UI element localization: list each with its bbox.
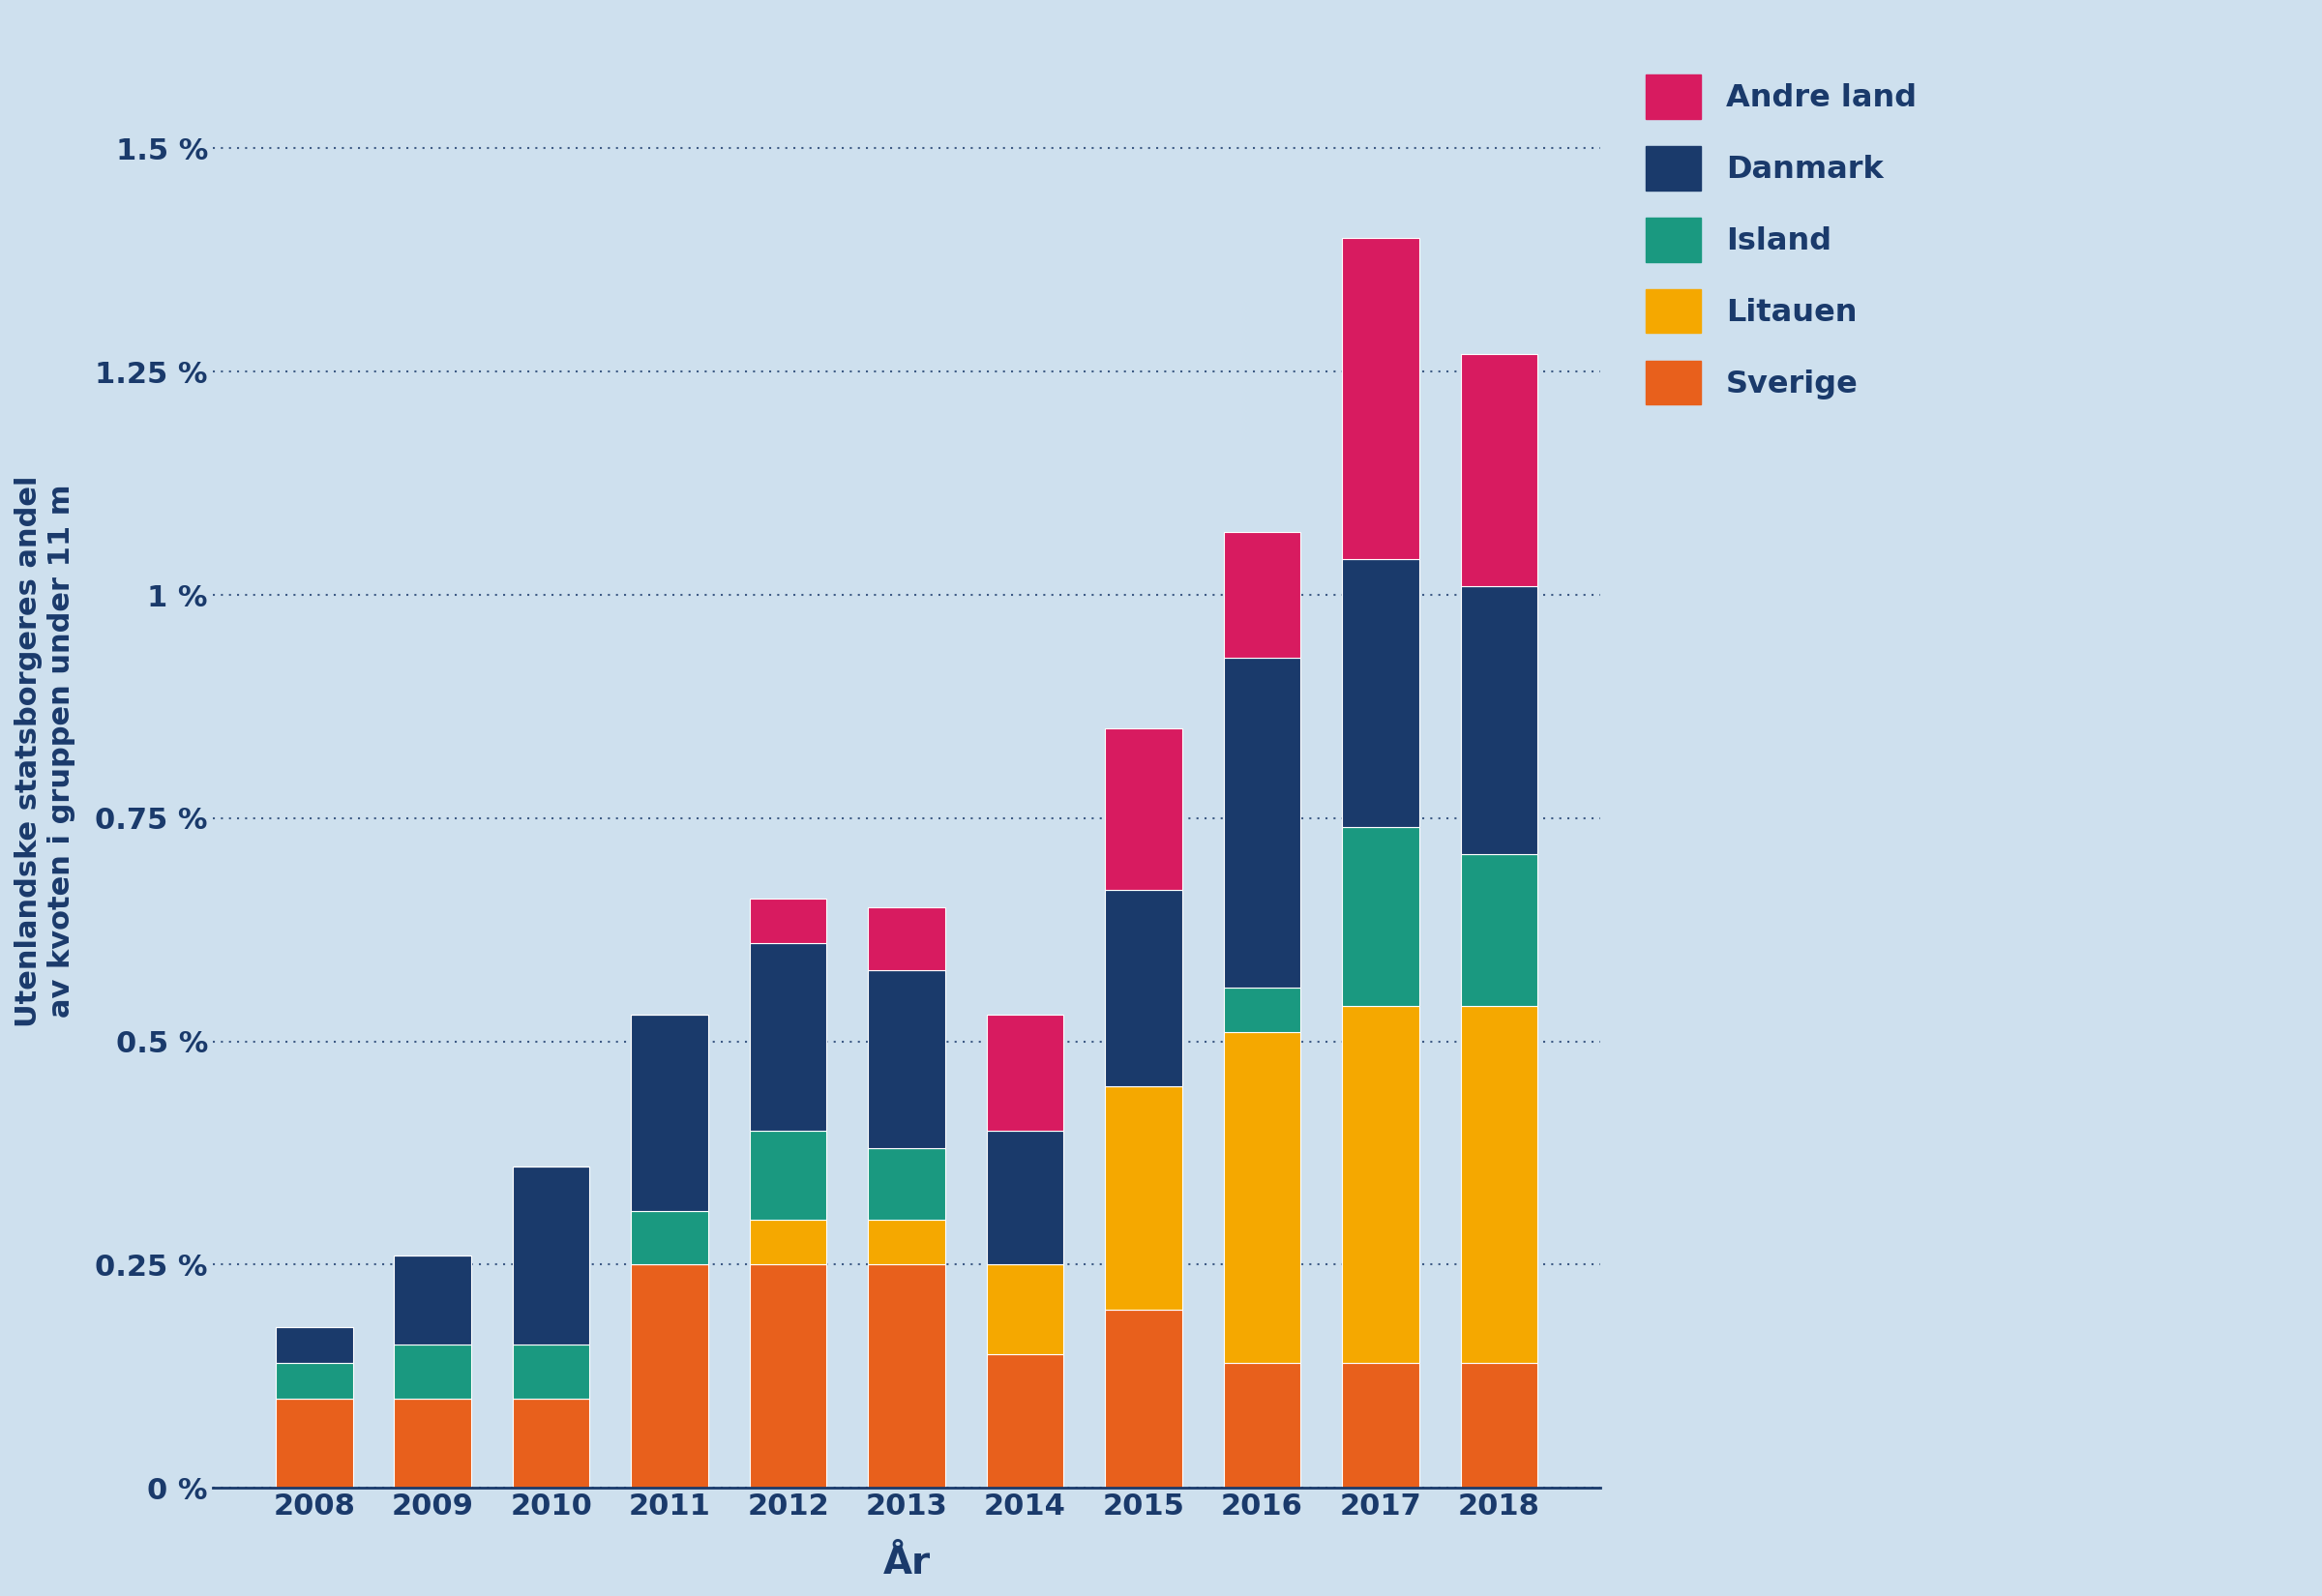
Bar	[987, 1130, 1063, 1264]
Bar	[750, 943, 827, 1130]
Bar	[987, 1264, 1063, 1353]
Y-axis label: Utenlandske statsborgeres andel
av kvoten i gruppen under 11 m: Utenlandske statsborgeres andel av kvote…	[14, 476, 74, 1028]
X-axis label: År: År	[882, 1545, 931, 1582]
Bar	[1105, 1085, 1182, 1309]
Bar	[513, 1167, 590, 1345]
Bar	[987, 1015, 1063, 1130]
Bar	[1105, 889, 1182, 1085]
Bar	[750, 1130, 827, 1219]
Bar	[276, 1398, 353, 1487]
Bar	[276, 1328, 353, 1363]
Bar	[1224, 1363, 1300, 1487]
Bar	[1342, 827, 1419, 1005]
Bar	[868, 1149, 945, 1219]
Bar	[395, 1256, 471, 1345]
Bar	[750, 899, 827, 943]
Bar	[632, 1015, 708, 1211]
Bar	[1224, 1033, 1300, 1363]
Bar	[1105, 1309, 1182, 1487]
Bar	[987, 1353, 1063, 1487]
Bar	[750, 1264, 827, 1487]
Bar	[632, 1211, 708, 1264]
Bar	[1461, 354, 1537, 586]
Bar	[1342, 238, 1419, 559]
Bar	[395, 1345, 471, 1398]
Bar	[750, 1219, 827, 1264]
Bar	[1224, 988, 1300, 1033]
Legend: Andre land, Danmark, Island, Litauen, Sverige: Andre land, Danmark, Island, Litauen, Sv…	[1630, 59, 1932, 420]
Bar	[632, 1264, 708, 1487]
Bar	[1461, 586, 1537, 854]
Bar	[1461, 1363, 1537, 1487]
Bar	[395, 1398, 471, 1487]
Bar	[1105, 729, 1182, 889]
Bar	[1342, 559, 1419, 827]
Bar	[868, 1264, 945, 1487]
Bar	[1461, 854, 1537, 1005]
Bar	[1224, 533, 1300, 658]
Bar	[1224, 658, 1300, 988]
Bar	[1342, 1005, 1419, 1363]
Bar	[868, 1219, 945, 1264]
Bar	[513, 1345, 590, 1398]
Bar	[513, 1398, 590, 1487]
Bar	[868, 970, 945, 1149]
Bar	[868, 908, 945, 970]
Bar	[1461, 1005, 1537, 1363]
Bar	[1342, 1363, 1419, 1487]
Bar	[276, 1363, 353, 1398]
